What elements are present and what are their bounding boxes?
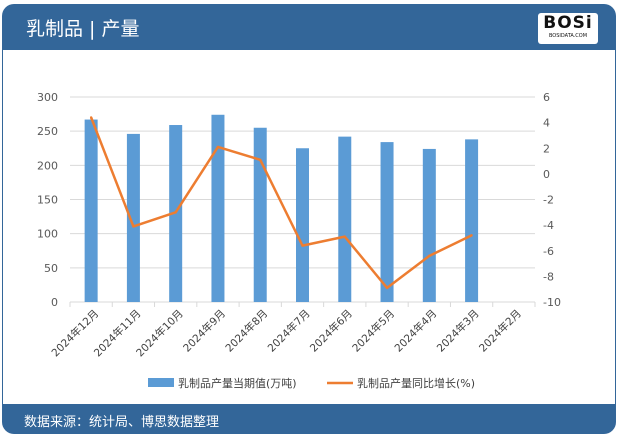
line-point — [428, 254, 431, 258]
x-tick-label: 2024年8月 — [223, 307, 271, 355]
bar — [126, 133, 140, 302]
y-right-tick-label: 6 — [543, 91, 550, 104]
growth-line — [89, 117, 473, 290]
y-right-tick-label: 2 — [543, 142, 550, 155]
footer-bar: 数据来源：统计局、博思数据整理 — [2, 404, 616, 434]
line-point — [174, 211, 177, 214]
legend-bar-label: 乳制品产量当期值(万吨) — [178, 376, 297, 390]
x-tick-label: 2024年7月 — [265, 307, 313, 355]
y-right-tick-label: 4 — [543, 117, 550, 130]
x-tick-label: 2024年2月 — [476, 307, 524, 355]
x-tick-label: 2024年6月 — [307, 307, 355, 355]
bar — [253, 127, 267, 302]
bosi-logo: BOSi BOSIDATA.COM — [538, 13, 598, 44]
bar — [380, 142, 394, 302]
line-point — [259, 158, 262, 161]
page-title: 乳制品 | 产量 — [26, 18, 140, 40]
line-point — [132, 225, 135, 228]
header-bar: 乳制品 | 产量 BOSi BOSIDATA.COM — [2, 4, 616, 50]
bar — [465, 139, 479, 302]
data-source: 数据来源：统计局、博思数据整理 — [24, 415, 220, 430]
y-left-tick-label: 150 — [37, 194, 58, 207]
y-left-tick-label: 250 — [37, 125, 58, 138]
bar — [296, 148, 309, 302]
x-tick-label: 2024年5月 — [350, 307, 398, 355]
y-left-tick-label: 50 — [44, 262, 58, 275]
line-point — [216, 145, 220, 149]
y-right-tick-label: -6 — [543, 245, 554, 258]
bar — [211, 114, 225, 303]
y-right-tick-label: -2 — [543, 194, 554, 207]
legend-bar-swatch — [148, 378, 174, 387]
bar — [338, 136, 352, 302]
line-point — [89, 116, 93, 119]
line-point — [385, 286, 389, 290]
y-right-tick-label: -4 — [543, 219, 554, 232]
x-tick-label: 2024年4月 — [392, 307, 440, 355]
y-left-tick-label: 100 — [37, 228, 58, 241]
y-right-tick-label: 0 — [543, 168, 550, 181]
x-tick-label: 2024年9月 — [180, 307, 228, 355]
y-right-tick-label: -10 — [543, 296, 561, 309]
line-point — [343, 235, 346, 238]
y-right-tick-label: -8 — [543, 270, 554, 283]
y-left-tick-label: 200 — [37, 159, 58, 172]
bar — [422, 148, 436, 302]
line-point — [470, 234, 473, 237]
y-left-tick-label: 0 — [51, 296, 58, 309]
line-point — [301, 244, 304, 247]
legend-line-label: 乳制品产量同比增长(%) — [357, 376, 475, 390]
x-tick-label: 2024年3月 — [434, 307, 482, 355]
y-left-tick-label: 300 — [37, 91, 58, 104]
bar — [84, 119, 98, 302]
